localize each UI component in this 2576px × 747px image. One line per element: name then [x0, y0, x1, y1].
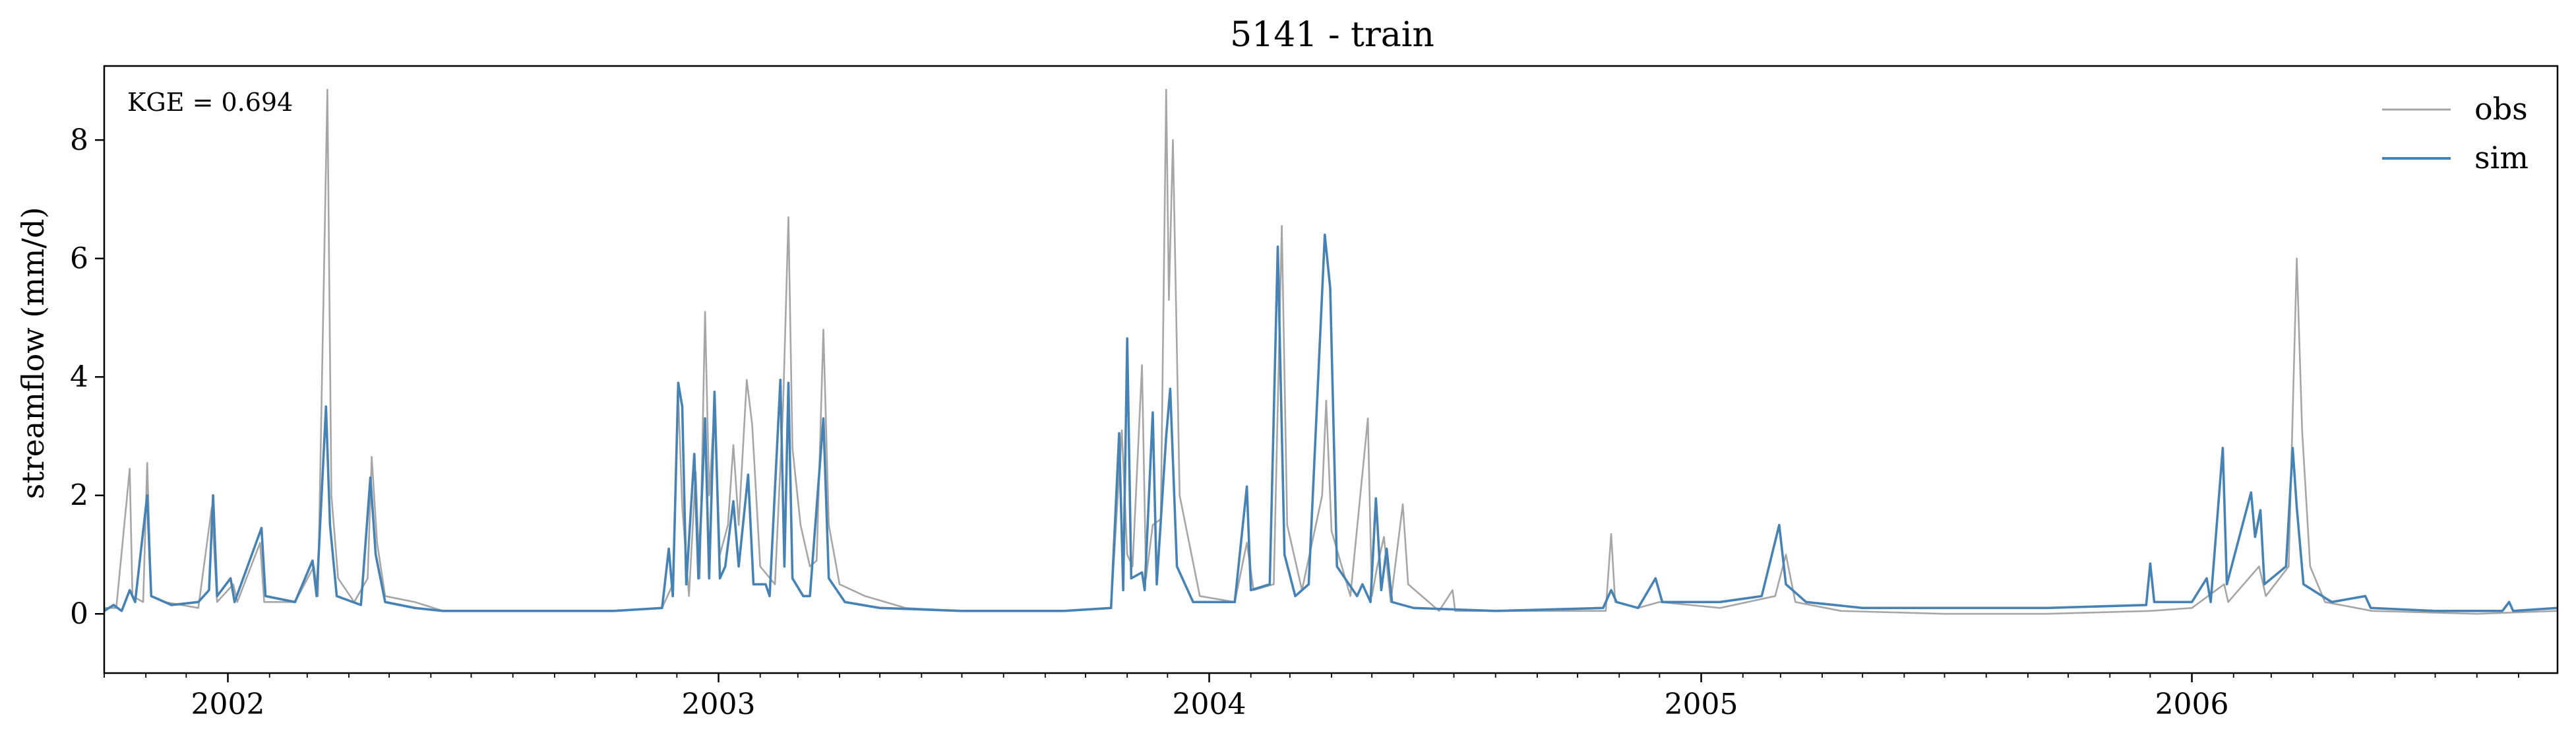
x-tick-label: 2002	[191, 688, 265, 721]
kge-annotation: KGE = 0.694	[127, 88, 293, 117]
legend-label-sim: sim	[2474, 140, 2529, 176]
plot-area	[104, 88, 2558, 615]
legend-label-obs: obs	[2474, 91, 2528, 127]
y-tick-label: 4	[70, 360, 88, 394]
y-axis-label: streamflow (mm/d)	[15, 207, 51, 500]
x-axis: 2002 2003 2004 2005 2006	[104, 673, 2519, 721]
y-tick-label: 8	[70, 123, 88, 157]
legend: obs sim	[2382, 91, 2529, 176]
series-line-sim	[104, 234, 2558, 612]
x-tick-label: 2004	[1173, 688, 1246, 721]
y-tick-label: 2	[70, 479, 88, 513]
plot-frame	[103, 65, 2559, 674]
x-tick-label: 2006	[2155, 688, 2229, 721]
x-tick-label: 2005	[1665, 688, 1738, 721]
x-tick-label: 2003	[682, 688, 756, 721]
y-tick-label: 0	[70, 597, 88, 631]
y-tick-label: 6	[70, 242, 88, 276]
chart-title: 5141 - train	[1230, 15, 1434, 55]
y-axis: 0 2 4 6 8	[70, 123, 104, 631]
